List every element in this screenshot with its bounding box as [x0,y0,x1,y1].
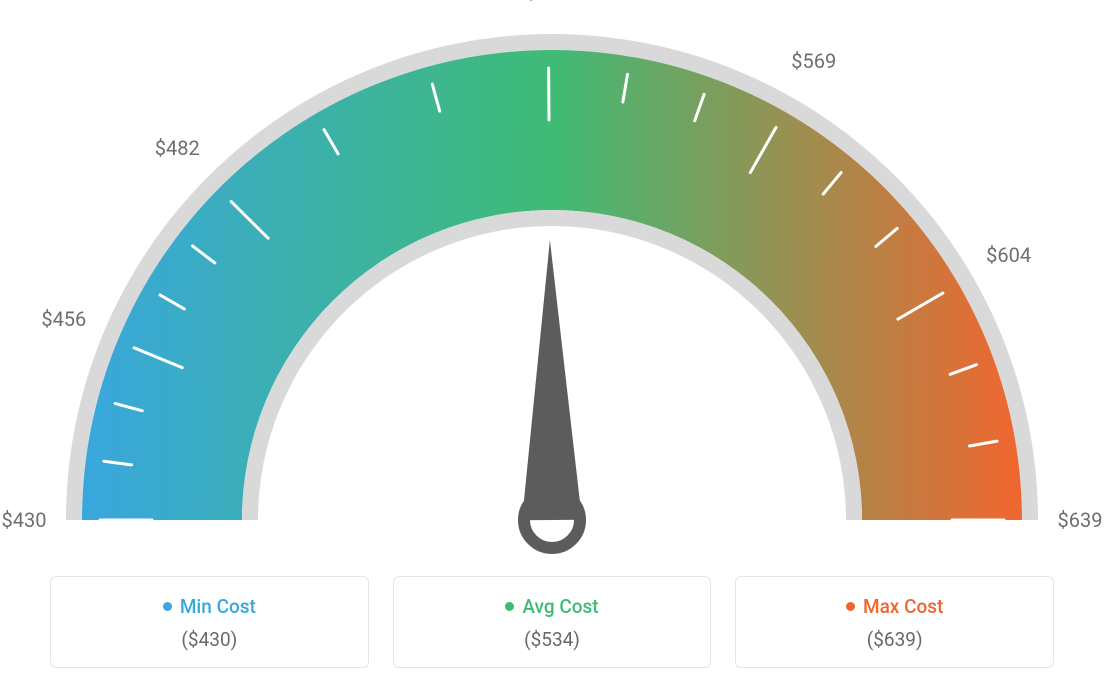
legend-card-min: Min Cost ($430) [50,576,369,668]
gauge-tick-label: $569 [791,49,836,73]
gauge-tick-label: $456 [41,307,86,331]
legend-row: Min Cost ($430) Avg Cost ($534) Max Cost… [50,576,1054,668]
gauge-tick-label: $534 [526,0,571,4]
legend-title-min: Min Cost [163,595,256,618]
gauge-tick-label: $639 [1058,508,1103,532]
legend-dot-min [163,602,172,611]
legend-dot-max [846,602,855,611]
gauge-svg [0,0,1104,560]
gauge-tick-label: $482 [155,136,200,160]
legend-value-avg: ($534) [404,628,701,651]
legend-label-min: Min Cost [180,595,256,618]
legend-dot-avg [505,602,514,611]
legend-card-max: Max Cost ($639) [735,576,1054,668]
legend-label-max: Max Cost [863,595,943,618]
legend-title-max: Max Cost [846,595,943,618]
gauge-tick-label: $604 [986,243,1031,267]
gauge-chart: $430 $456 $482 $534 $569 $604 $639 [0,0,1104,560]
legend-card-avg: Avg Cost ($534) [393,576,712,668]
legend-value-min: ($430) [61,628,358,651]
gauge-tick-label: $430 [2,508,47,532]
legend-value-max: ($639) [746,628,1043,651]
legend-title-avg: Avg Cost [505,595,598,618]
legend-label-avg: Avg Cost [522,595,598,618]
